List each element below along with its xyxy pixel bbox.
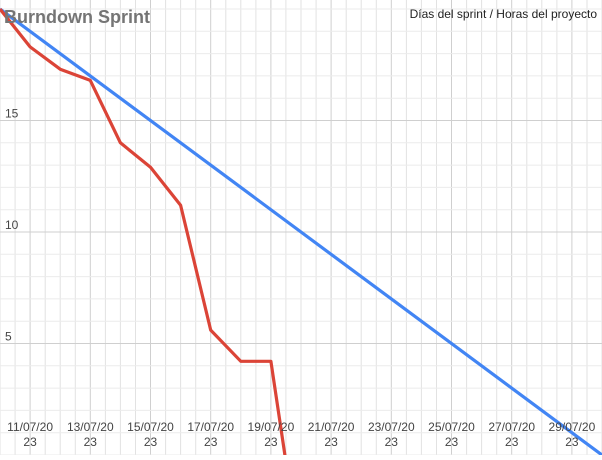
x-tick-label-year: 23 (23, 435, 37, 449)
y-tick-label: 15 (5, 107, 19, 121)
x-tick-label-year: 23 (264, 435, 278, 449)
x-tick-label: 19/07/20 (248, 420, 295, 434)
y-tick-labels: 5 10 15 (5, 107, 19, 344)
x-tick-label-year: 23 (385, 435, 399, 449)
chart-legend: Días del sprint / Horas del proyecto (410, 7, 598, 21)
x-tick-label-year: 23 (204, 435, 218, 449)
x-tick-label-year: 23 (324, 435, 338, 449)
y-tick-label: 5 (5, 330, 12, 344)
x-tick-label: 17/07/20 (187, 420, 234, 434)
x-tick-label-year: 23 (144, 435, 158, 449)
x-tick-label: 11/07/20 (7, 420, 53, 434)
x-tick-label: 13/07/20 (67, 420, 114, 434)
x-tick-label: 23/07/20 (368, 420, 415, 434)
x-tick-label: 29/07/20 (549, 420, 596, 434)
x-tick-label: 21/07/20 (308, 420, 355, 434)
x-tick-label-year: 23 (505, 435, 519, 449)
chart-title: Burndown Sprint (4, 7, 150, 27)
x-tick-label-year: 23 (565, 435, 579, 449)
y-tick-label: 10 (5, 218, 19, 232)
x-tick-label: 15/07/20 (127, 420, 174, 434)
x-tick-label-year: 23 (84, 435, 98, 449)
x-tick-label-year: 23 (445, 435, 459, 449)
x-tick-label: 27/07/20 (488, 420, 535, 434)
x-tick-label: 25/07/20 (428, 420, 475, 434)
